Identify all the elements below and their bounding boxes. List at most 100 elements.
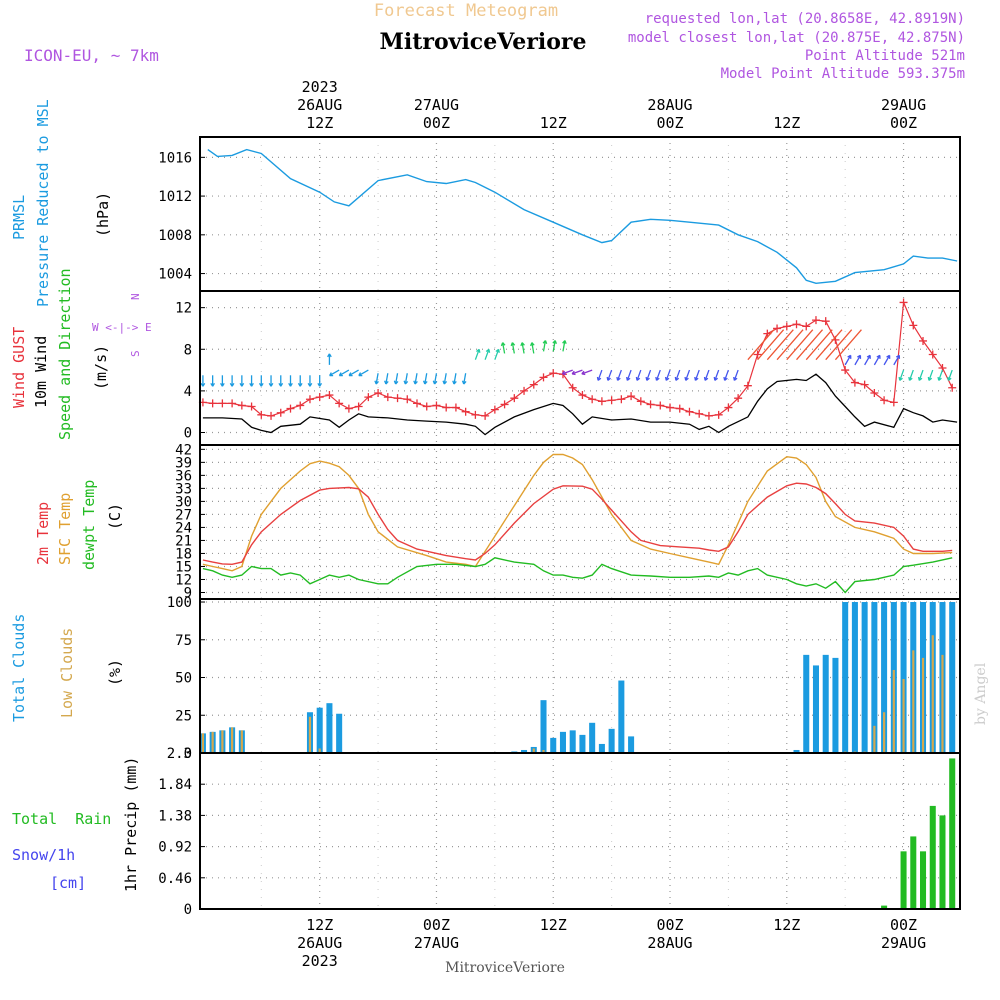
- gust-marker: [354, 402, 363, 411]
- low-cloud-bar: [221, 730, 224, 753]
- gust-marker: [607, 396, 616, 405]
- wind-arrow: [665, 369, 671, 381]
- model-label: ICON-EU, ~ 7km: [24, 46, 159, 65]
- gust-marker: [617, 395, 626, 404]
- wind-arrow-head: [596, 376, 602, 381]
- wind-arrow: [502, 342, 506, 354]
- wind-arrow-head: [278, 382, 284, 387]
- precip-labels: Total Rain Snow/1h [cm] 1hr Precip (mm): [12, 757, 140, 892]
- gust-marker: [860, 380, 869, 389]
- wind-tick-label: 8: [184, 342, 192, 358]
- total-cloud-bar: [550, 737, 557, 753]
- gust-marker: [666, 403, 675, 412]
- gust-marker: [257, 410, 266, 419]
- wind-arrow-head: [403, 380, 409, 385]
- wind-arrow-head: [520, 342, 525, 347]
- gust-marker: [510, 394, 519, 403]
- wind-arrow-head: [413, 380, 418, 385]
- wind-arrow: [908, 369, 914, 381]
- rain-bar: [910, 836, 917, 909]
- bottom-time-label: 00Z: [890, 916, 917, 934]
- wind-arrow: [424, 373, 428, 385]
- wind-arrow-head: [571, 370, 576, 376]
- temp-tick-label: 27: [175, 507, 192, 523]
- wind-arrow-head: [616, 376, 621, 381]
- wind-arrow: [597, 369, 603, 381]
- gust-marker: [597, 397, 606, 406]
- precip-tick-label: 1.84: [158, 777, 192, 793]
- gust-marker: [208, 399, 217, 408]
- sfc-temp-line: [202, 453, 953, 572]
- wind-arrow: [834, 329, 862, 361]
- wind-arrow: [494, 349, 500, 360]
- low-cloud-bar: [308, 716, 312, 753]
- gust-marker: [685, 407, 694, 416]
- wind-arrow-head: [606, 376, 611, 381]
- gust-marker: [500, 400, 509, 409]
- gust-marker: [850, 378, 859, 387]
- total-cloud-bar: [871, 602, 878, 753]
- temp-tick-label: 33: [175, 481, 192, 497]
- wind-arrow-head: [249, 382, 254, 387]
- compass-we: W <-|-> E: [92, 321, 152, 334]
- gust-marker: [841, 366, 850, 375]
- point-altitude: Point Altitude 521m: [805, 48, 965, 64]
- wind-speed-dir-label: Speed and Direction: [56, 268, 74, 440]
- gust-marker: [529, 380, 538, 389]
- total-cloud-bar: [521, 749, 528, 753]
- bottom-time-label: 28AUG: [647, 934, 692, 952]
- wind-arrow: [844, 355, 852, 366]
- wind-arrow-head: [432, 380, 438, 385]
- clouds-tick-label: 100: [167, 595, 192, 611]
- wind-arrow: [805, 329, 833, 361]
- pressure-tick-label: 1012: [158, 189, 192, 205]
- wind-arrow: [938, 369, 944, 381]
- rain-bar: [900, 851, 907, 909]
- wind-arrow-head: [210, 382, 216, 387]
- precip-tick-label: 0.92: [158, 840, 192, 856]
- precip-frame: [199, 752, 961, 910]
- wind-arrow: [724, 369, 730, 381]
- wind-arrow-head: [857, 354, 862, 359]
- clouds-tick-label: 50: [175, 671, 192, 687]
- wind-arrow-head: [703, 376, 709, 381]
- gust-marker: [422, 402, 431, 411]
- wind-arrow: [358, 369, 369, 377]
- gust-marker: [724, 403, 733, 412]
- wind-arrow: [521, 342, 525, 354]
- wind-arrow: [329, 369, 340, 377]
- gust-marker: [773, 324, 782, 333]
- rain-bar: [881, 905, 888, 909]
- bottom-time-label: 27AUG: [414, 934, 459, 952]
- wind-arrow-head: [258, 382, 264, 387]
- wind-arrow-head: [542, 340, 548, 345]
- compass-s: S: [129, 350, 142, 357]
- gust-marker: [919, 336, 928, 345]
- wind-arrow: [375, 373, 379, 385]
- rain-bar: [939, 815, 946, 909]
- wind-arrow-head: [495, 348, 500, 353]
- total-cloud-bar: [861, 602, 868, 753]
- gust-marker: [948, 383, 957, 392]
- bottom-time-label: 12Z: [773, 916, 800, 934]
- wind-arrow: [571, 369, 583, 375]
- gust-marker: [383, 393, 392, 402]
- gust-marker: [928, 350, 937, 359]
- wind-arrow-head: [898, 376, 903, 381]
- wind-arrow-head: [713, 376, 719, 381]
- wind-arrow: [685, 369, 691, 381]
- bottom-time-label: 29AUG: [881, 934, 926, 952]
- temp-tick-label: 18: [175, 546, 192, 562]
- wind-arrow: [899, 369, 905, 381]
- t2m-line: [202, 482, 953, 566]
- wind-arrow: [864, 355, 871, 366]
- total-clouds-label: Total Clouds: [10, 614, 28, 722]
- temp-tick-label: 30: [175, 494, 192, 510]
- wind-arrow-head: [393, 380, 399, 385]
- bottom-time-label: 12Z: [306, 916, 333, 934]
- wind-arrow: [414, 373, 418, 385]
- gust-marker: [704, 411, 713, 420]
- gust-marker: [305, 395, 314, 404]
- closest-coords: model closest lon,lat (20.875E, 42.875N): [628, 30, 965, 46]
- gust-marker: [734, 394, 743, 403]
